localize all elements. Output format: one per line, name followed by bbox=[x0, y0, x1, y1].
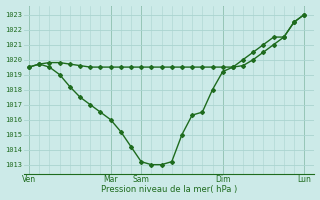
X-axis label: Pression niveau de la mer( hPa ): Pression niveau de la mer( hPa ) bbox=[101, 185, 237, 194]
